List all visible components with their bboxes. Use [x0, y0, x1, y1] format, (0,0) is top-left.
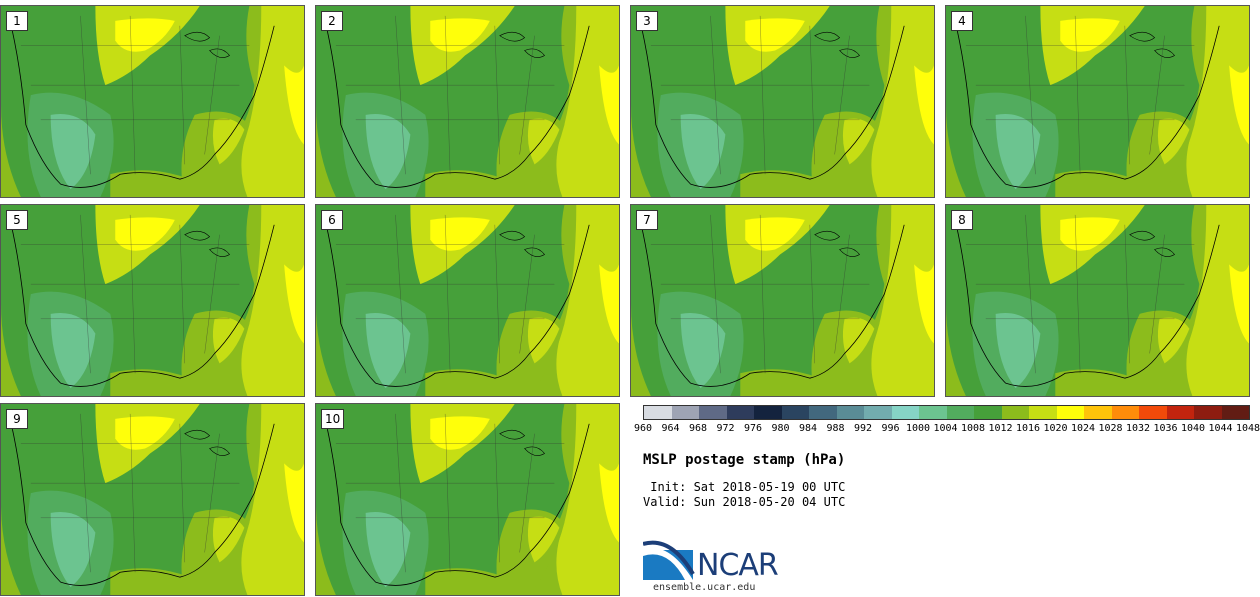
colorbar-tick-label: 996 [881, 423, 900, 434]
member-number-label: 8 [951, 210, 973, 230]
colorbar-tick-label: 988 [826, 423, 845, 434]
ensemble-member-map: 8 [945, 204, 1250, 397]
ensemble-member-map: 4 [945, 5, 1250, 198]
colorbar-tick-label: 972 [716, 423, 735, 434]
colorbar-swatch [781, 406, 809, 419]
colorbar-tick-label: 1004 [933, 423, 958, 434]
init-time: Init: Sat 2018-05-19 00 UTC [643, 480, 846, 494]
member-number-label: 6 [321, 210, 343, 230]
colorbar-tick-label: 992 [853, 423, 873, 434]
colorbar-tick-label: 1036 [1153, 423, 1178, 434]
ensemble-member-map: 9 [0, 403, 305, 596]
site-url[interactable]: ensemble.ucar.edu [653, 582, 756, 593]
colorbar-ticks: 960 964 968 972 976 980 984 988 992 996 1000 1004 10… [630, 423, 1260, 439]
ncar-logo-text: NCAR [697, 548, 779, 583]
colorbar-swatch [754, 406, 782, 419]
ensemble-member-map: 3 [630, 5, 935, 198]
colorbar-swatch [1194, 406, 1222, 419]
ensemble-member-map: 10 [315, 403, 620, 596]
colorbar-tick-label: 980 [771, 423, 790, 434]
pressure-colorbar [643, 405, 1250, 420]
ensemble-member-map: 1 [0, 5, 305, 198]
colorbar-tick-label: 960 [633, 423, 653, 434]
colorbar-tick-label: 976 [743, 423, 763, 434]
colorbar-swatch [946, 406, 974, 419]
chart-title: MSLP postage stamp (hPa) [643, 452, 846, 468]
colorbar-swatch [726, 406, 754, 419]
ensemble-member-map: 2 [315, 5, 620, 198]
colorbar-tick-label: 1012 [988, 423, 1013, 434]
colorbar-tick-label: 1032 [1125, 423, 1151, 434]
member-number-label: 10 [321, 409, 345, 429]
colorbar-tick-label: 968 [688, 423, 708, 434]
colorbar-swatch [671, 406, 699, 419]
colorbar-tick-label: 1020 [1043, 423, 1068, 434]
colorbar-swatch [644, 406, 672, 419]
colorbar-swatch [836, 406, 864, 419]
colorbar-tick-label: 1028 [1098, 423, 1123, 434]
member-number-label: 3 [636, 11, 658, 31]
colorbar-swatch [1029, 406, 1057, 419]
colorbar-tick-label: 1008 [960, 423, 986, 434]
colorbar-tick-label: 984 [798, 423, 818, 434]
colorbar-tick-label: 1016 [1015, 423, 1041, 434]
member-number-label: 1 [6, 11, 28, 31]
member-number-label: 9 [6, 409, 28, 429]
member-number-label: 2 [321, 11, 343, 31]
colorbar-tick-label: 1000 [905, 423, 931, 434]
colorbar-swatch [1166, 406, 1194, 419]
colorbar-swatch [1221, 406, 1249, 419]
ncar-logo-icon [643, 540, 695, 580]
colorbar-swatch [891, 406, 919, 419]
colorbar-swatch [1084, 406, 1112, 419]
colorbar-tick-label: 1040 [1180, 423, 1206, 434]
ensemble-member-map: 5 [0, 204, 305, 397]
ensemble-member-map: 7 [630, 204, 935, 397]
colorbar-swatch [864, 406, 892, 419]
ensemble-member-map: 6 [315, 204, 620, 397]
colorbar-swatch [699, 406, 727, 419]
colorbar-tick-label: 964 [661, 423, 680, 434]
colorbar-swatch [919, 406, 947, 419]
member-number-label: 7 [636, 210, 658, 230]
colorbar-tick-label: 1024 [1070, 423, 1096, 434]
colorbar-swatch [1056, 406, 1084, 419]
colorbar-swatch [809, 406, 837, 419]
colorbar-swatch [974, 406, 1002, 419]
valid-time: Valid: Sun 2018-05-20 04 UTC [643, 495, 846, 509]
colorbar-tick-label: 1048 [1235, 423, 1260, 434]
colorbar-tick-label: 1044 [1208, 423, 1233, 434]
member-number-label: 4 [951, 11, 973, 31]
colorbar-swatch [1139, 406, 1167, 419]
member-number-label: 5 [6, 210, 28, 230]
colorbar-swatch [1001, 406, 1029, 419]
colorbar-swatch [1111, 406, 1139, 419]
